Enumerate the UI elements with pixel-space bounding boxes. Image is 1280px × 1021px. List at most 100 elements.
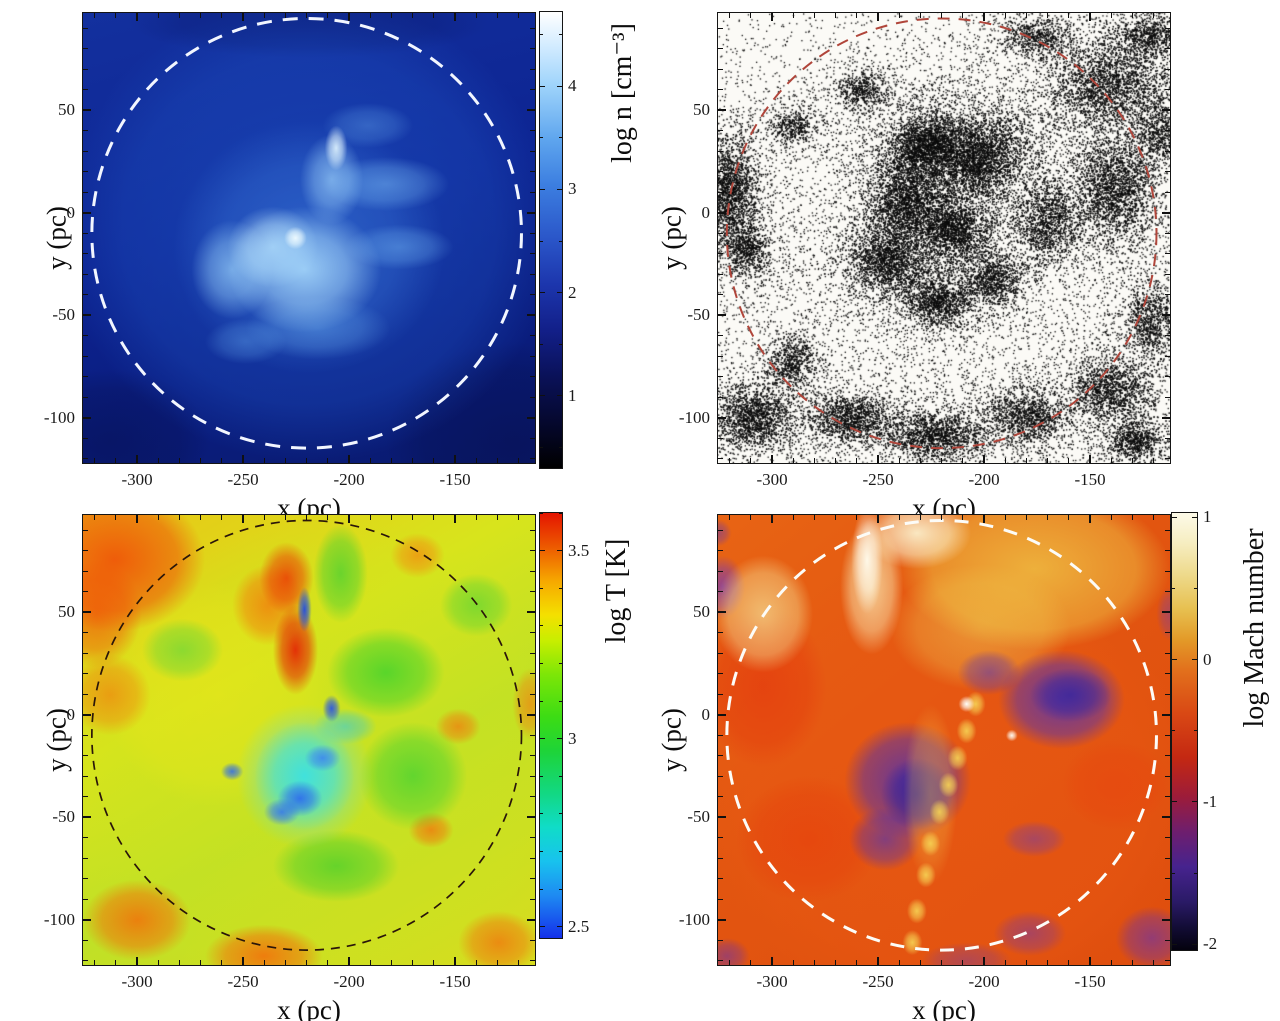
- y-tick-label: -50: [52, 807, 75, 827]
- axis-tick: [718, 294, 723, 296]
- colorbar-tick: [1192, 801, 1197, 803]
- axis-tick: [1165, 652, 1170, 654]
- axis-tick: [242, 957, 245, 965]
- axis-tick: [718, 755, 723, 757]
- aperture-circle-particles: [725, 17, 1158, 450]
- y-tick-label: -100: [678, 909, 710, 929]
- axis-tick: [1165, 273, 1170, 275]
- axis-tick: [496, 960, 498, 965]
- axis-tick: [1165, 171, 1170, 173]
- axis-tick: [718, 437, 723, 439]
- y-tick-label: 50: [58, 602, 75, 622]
- axis-tick: [530, 355, 535, 357]
- colorbar-tick: [1194, 587, 1197, 589]
- colorbar-tick: [559, 512, 562, 514]
- axis-tick: [750, 960, 752, 965]
- axis-tick: [530, 171, 535, 173]
- axis-tick: [83, 693, 88, 695]
- plot-area-density: [83, 13, 535, 463]
- axis-tick: [530, 294, 535, 296]
- colorbar-tick-label: 3.5: [568, 540, 590, 560]
- x-tick-label: -300: [756, 972, 788, 991]
- axis-tick: [718, 48, 723, 50]
- x-tick-label: -200: [333, 972, 365, 991]
- axis-tick: [433, 960, 435, 965]
- axis-tick: [718, 314, 726, 317]
- axis-tick: [1165, 458, 1170, 460]
- x-tick-label: -150: [439, 972, 471, 991]
- axis-tick: [530, 775, 535, 777]
- axis-tick: [530, 550, 535, 552]
- axis-tick: [200, 458, 202, 463]
- axis-tick: [530, 529, 535, 531]
- axis-tick: [530, 89, 535, 91]
- x-tick-label: -150: [1074, 972, 1106, 991]
- axis-tick: [83, 837, 88, 839]
- axis-tick: [1165, 755, 1170, 757]
- axis-tick: [83, 314, 91, 317]
- axis-tick: [496, 515, 498, 520]
- axis-tick: [327, 960, 329, 965]
- axis-tick: [94, 13, 96, 18]
- axis-tick: [530, 273, 535, 275]
- colorbar-tick: [1194, 872, 1197, 874]
- axis-tick: [284, 13, 286, 18]
- axis-tick: [530, 734, 535, 736]
- colorbar-tick: [1172, 801, 1177, 803]
- axis-tick: [178, 13, 180, 18]
- axis-tick: [530, 960, 535, 962]
- axis-tick: [433, 458, 435, 463]
- colorbar-tick-label: 2: [568, 282, 577, 302]
- axis-tick: [454, 455, 457, 463]
- axis-tick: [530, 632, 535, 634]
- colorbar-density: [540, 12, 562, 468]
- axis-tick: [178, 515, 180, 520]
- axis-tick: [530, 591, 535, 593]
- axis-tick: [518, 13, 520, 18]
- axis-tick: [1165, 437, 1170, 439]
- axis-tick: [284, 960, 286, 965]
- axis-tick: [348, 13, 351, 21]
- axis-tick: [941, 515, 943, 520]
- axis-tick: [530, 652, 535, 654]
- axis-tick: [718, 458, 723, 460]
- axis-tick: [327, 458, 329, 463]
- axis-tick: [1162, 816, 1170, 819]
- axis-tick: [454, 515, 457, 523]
- colorbar-tick: [540, 587, 543, 589]
- axis-tick: [877, 957, 880, 965]
- axis-tick: [242, 13, 245, 21]
- axis-tick: [433, 13, 435, 18]
- axis-tick: [1165, 857, 1170, 859]
- axis-tick: [1165, 796, 1170, 798]
- plot-area-temperature: [83, 515, 535, 965]
- axis-tick: [718, 775, 723, 777]
- axis-tick: [1068, 13, 1070, 18]
- axis-tick: [1153, 960, 1155, 965]
- axis-tick: [94, 458, 96, 463]
- axis-tick: [729, 515, 731, 520]
- axis-tick: [454, 957, 457, 965]
- axis-tick: [530, 898, 535, 900]
- axis-tick: [200, 960, 202, 965]
- axis-tick: [771, 455, 774, 463]
- axis-tick: [83, 857, 88, 859]
- colorbar-tick: [540, 700, 543, 702]
- axis-tick: [718, 878, 723, 880]
- axis-tick: [718, 171, 723, 173]
- axis-tick: [1089, 515, 1092, 523]
- axis-tick: [1165, 673, 1170, 675]
- axis-tick: [1162, 314, 1170, 317]
- axis-tick: [792, 960, 794, 965]
- axis-tick: [433, 515, 435, 520]
- colorbar-tick: [1192, 943, 1197, 945]
- axis-tick: [83, 396, 88, 398]
- axis-tick: [157, 458, 159, 463]
- y-axis-label: y (pc): [41, 206, 72, 270]
- axis-tick: [115, 458, 117, 463]
- colorbar-tick: [1172, 730, 1175, 732]
- axis-tick: [454, 13, 457, 21]
